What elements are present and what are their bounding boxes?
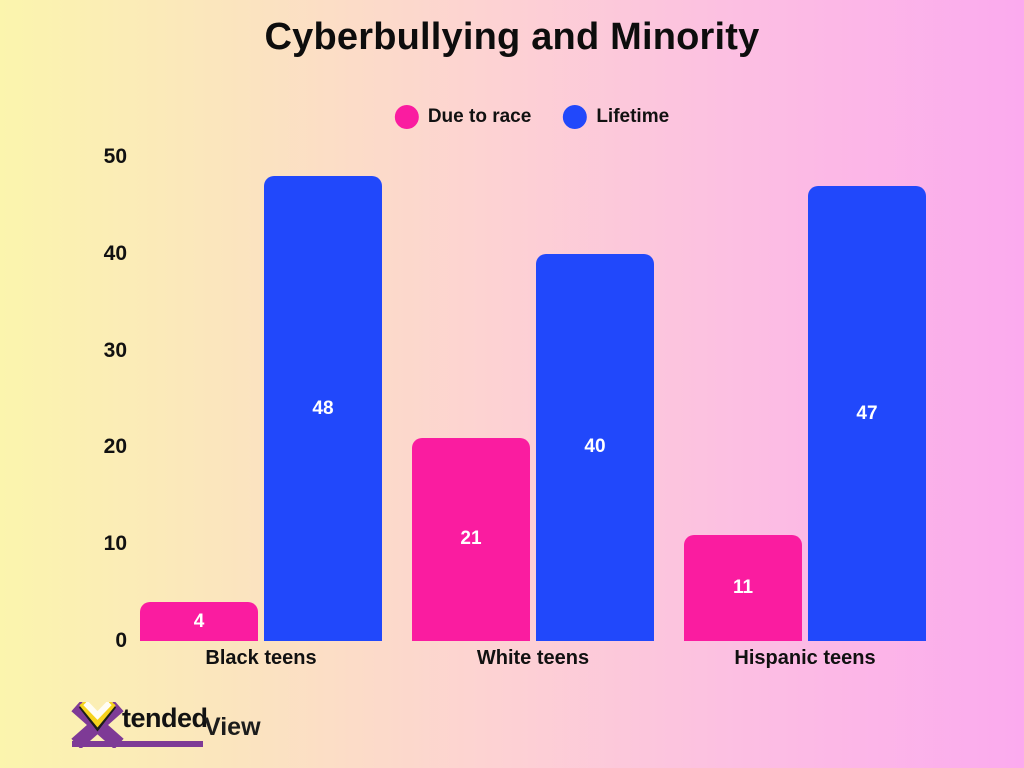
logo-x-icon <box>71 702 124 748</box>
logo-text-tended: tended <box>122 703 208 733</box>
bar-value-label: 48 <box>312 397 334 419</box>
bar-lifetime-black-teens: 48 <box>264 176 382 641</box>
x-axis-label-hispanic-teens: Hispanic teens <box>734 647 876 669</box>
y-axis-tick-30: 30 <box>103 338 127 362</box>
bar-value-label: 40 <box>584 436 606 458</box>
legend-dot-lifetime-icon <box>563 105 588 129</box>
bar-value-label: 11 <box>732 576 754 598</box>
logo-text-view: View <box>204 713 261 741</box>
legend-item-lifetime: Lifetime <box>563 105 669 129</box>
chart-legend: Due to race Lifetime <box>394 105 669 129</box>
bar-value-label: 4 <box>193 610 205 632</box>
x-axis-label-white-teens: White teens <box>476 647 590 669</box>
legend-label-due-to-race: Due to race <box>427 106 532 127</box>
xtendedview-logo: tended View <box>70 700 300 760</box>
y-axis-tick-50: 50 <box>103 145 127 168</box>
y-axis-tick-40: 40 <box>103 241 127 265</box>
legend-dot-due-to-race-icon <box>394 105 419 129</box>
y-axis-tick-0: 0 <box>115 629 127 652</box>
legend-item-due-to-race: Due to race <box>394 105 532 129</box>
bar-lifetime-white-teens: 40 <box>536 253 654 641</box>
bar-lifetime-hispanic-teens: 47 <box>808 186 926 641</box>
y-axis-tick-10: 10 <box>103 532 127 556</box>
legend-label-lifetime: Lifetime <box>596 106 670 127</box>
x-axis-label-black-teens: Black teens <box>205 647 317 669</box>
bar-due-to-race-hispanic-teens: 11 <box>684 534 802 641</box>
logo-underline <box>72 741 203 747</box>
chart-title: Cyberbullying and Minority <box>264 16 760 58</box>
bar-due-to-race-white-teens: 21 <box>412 437 530 641</box>
bar-due-to-race-black-teens: 4 <box>140 602 258 641</box>
bar-value-label: 21 <box>460 528 482 550</box>
y-axis-tick-20: 20 <box>103 435 127 459</box>
bar-value-label: 47 <box>856 402 878 424</box>
